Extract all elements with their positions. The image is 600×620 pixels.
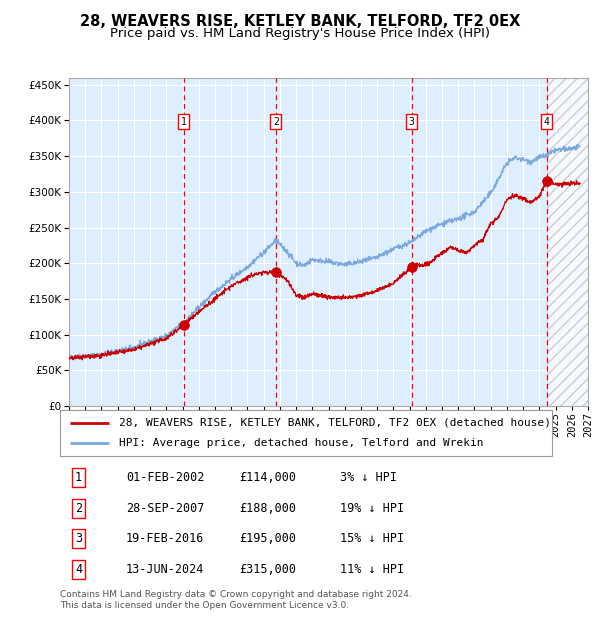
Text: 01-FEB-2002: 01-FEB-2002 (126, 471, 205, 484)
Text: 28-SEP-2007: 28-SEP-2007 (126, 502, 205, 515)
Text: 19-FEB-2016: 19-FEB-2016 (126, 533, 205, 546)
Text: £315,000: £315,000 (239, 563, 296, 576)
Text: 11% ↓ HPI: 11% ↓ HPI (340, 563, 404, 576)
Text: 28, WEAVERS RISE, KETLEY BANK, TELFORD, TF2 0EX (detached house): 28, WEAVERS RISE, KETLEY BANK, TELFORD, … (119, 418, 551, 428)
Text: 2: 2 (273, 117, 279, 127)
Bar (547, 78, 588, 406)
Text: 3: 3 (409, 117, 415, 127)
Text: £114,000: £114,000 (239, 471, 296, 484)
Text: 28, WEAVERS RISE, KETLEY BANK, TELFORD, TF2 0EX: 28, WEAVERS RISE, KETLEY BANK, TELFORD, … (80, 14, 520, 29)
Text: 4: 4 (544, 117, 550, 127)
Text: 19% ↓ HPI: 19% ↓ HPI (340, 502, 404, 515)
Text: 4: 4 (75, 563, 82, 576)
Text: 15% ↓ HPI: 15% ↓ HPI (340, 533, 404, 546)
Text: 3% ↓ HPI: 3% ↓ HPI (340, 471, 397, 484)
Text: 2: 2 (75, 502, 82, 515)
Text: Contains HM Land Registry data © Crown copyright and database right 2024.: Contains HM Land Registry data © Crown c… (60, 590, 412, 600)
Text: 13-JUN-2024: 13-JUN-2024 (126, 563, 205, 576)
Text: £188,000: £188,000 (239, 502, 296, 515)
Text: £195,000: £195,000 (239, 533, 296, 546)
FancyBboxPatch shape (60, 410, 552, 456)
Text: Price paid vs. HM Land Registry's House Price Index (HPI): Price paid vs. HM Land Registry's House … (110, 27, 490, 40)
Text: This data is licensed under the Open Government Licence v3.0.: This data is licensed under the Open Gov… (60, 601, 349, 611)
Text: 3: 3 (75, 533, 82, 546)
Text: 1: 1 (75, 471, 82, 484)
Text: HPI: Average price, detached house, Telford and Wrekin: HPI: Average price, detached house, Telf… (119, 438, 484, 448)
Text: 1: 1 (181, 117, 187, 127)
